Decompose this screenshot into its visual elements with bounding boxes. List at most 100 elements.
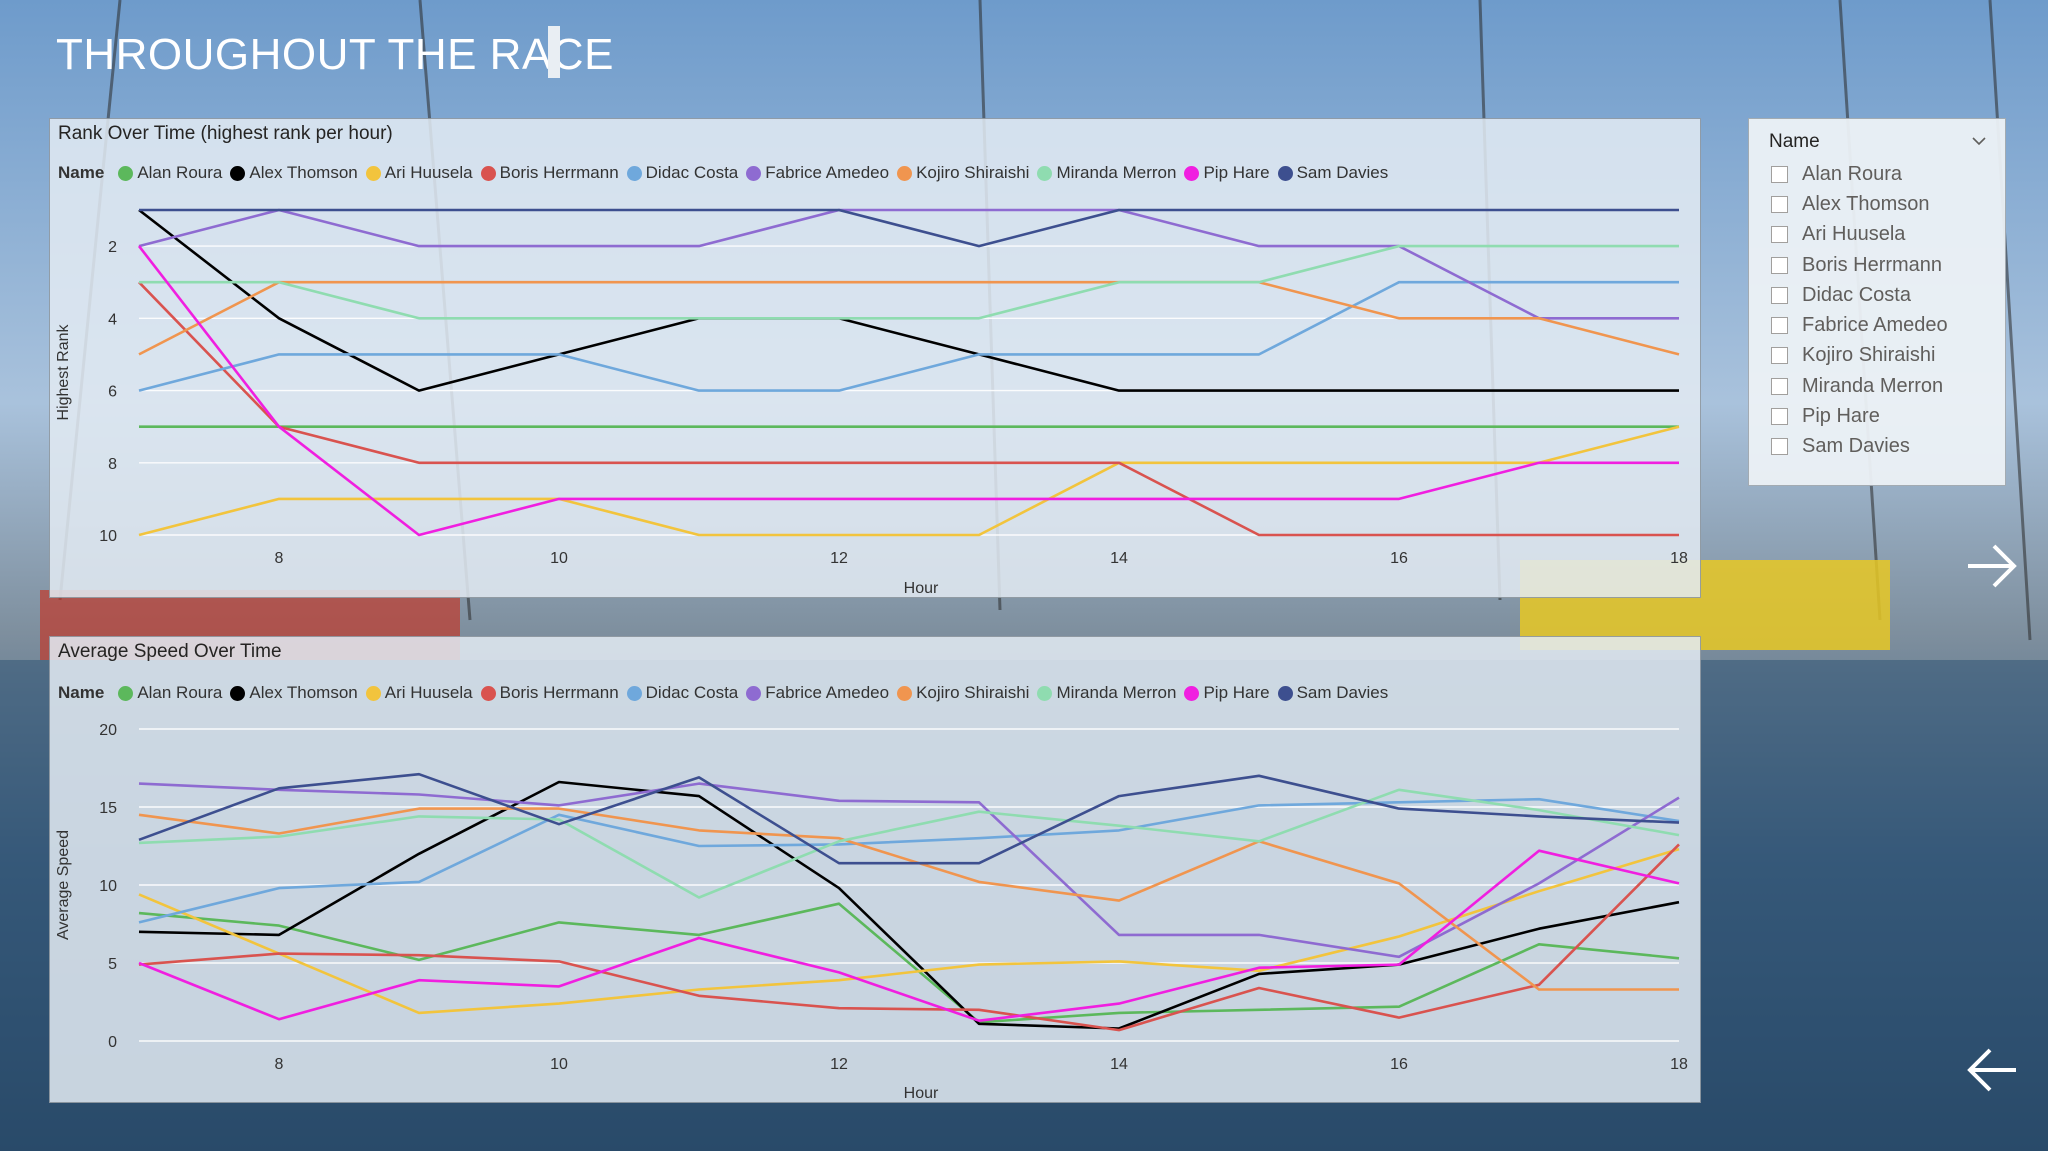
legend-item[interactable]: Fabrice Amedeo: [746, 683, 889, 703]
slicer-checkbox[interactable]: [1771, 347, 1788, 365]
rank-line-chart: 2 4 6 8 10 8 10 12 14 16 18 Hour Highest Rank: [55, 208, 1688, 597]
y-tick-label: 4: [108, 311, 117, 328]
slicer-item[interactable]: Alex Thomson: [1771, 189, 1948, 219]
y-tick-label: 2: [108, 239, 117, 256]
legend-marker: [365, 165, 381, 181]
x-tick-label: 8: [275, 550, 284, 567]
legend-item[interactable]: Kojiro Shiraishi: [897, 163, 1029, 183]
series-line-ari-huusela[interactable]: [138, 425, 1680, 537]
series-line-kojiro-shiraishi[interactable]: [138, 280, 1680, 356]
series-line-miranda-merron[interactable]: [138, 788, 1680, 899]
legend-item[interactable]: Miranda Merron: [1037, 163, 1176, 183]
slicer-item-label: Alan Roura: [1802, 162, 1903, 185]
series-line-fabrice-amedeo[interactable]: [138, 782, 1680, 959]
legend-text: Fabrice Amedeo: [765, 163, 890, 182]
x-tick-label: 12: [830, 1056, 848, 1073]
chevron-down-icon[interactable]: [1969, 131, 1989, 151]
series-line-ari-huusela[interactable]: [138, 847, 1680, 1015]
legend-text: Didac Costa: [645, 163, 739, 182]
slicer-item[interactable]: Fabrice Amedeo: [1771, 310, 1948, 340]
slicer-item[interactable]: Boris Herrmann: [1771, 250, 1948, 280]
arrow-right-icon[interactable]: [1962, 536, 2022, 596]
y-tick-label: 10: [99, 528, 117, 545]
series-line-kojiro-shiraishi[interactable]: [138, 807, 1679, 991]
y-tick-label: 0: [108, 1034, 117, 1051]
slicer-item-label: Ari Huusela: [1802, 223, 1906, 246]
legend-marker: [230, 685, 246, 701]
slicer-checkbox[interactable]: [1771, 377, 1788, 395]
slicer-item-label: Sam Davies: [1802, 435, 1910, 458]
slicer-item[interactable]: Pip Hare: [1771, 401, 1948, 431]
rank-chart-panel[interactable]: Rank Over Time (highest rank per hour) N…: [49, 118, 1701, 598]
legend-label: Name: [58, 683, 105, 702]
legend-item[interactable]: Fabrice Amedeo: [746, 163, 889, 183]
slicer-item[interactable]: Ari Huusela: [1771, 220, 1948, 250]
name-slicer[interactable]: Name Alan Roura Alex Thomson Ari Huusela Bo…: [1748, 118, 2006, 486]
legend-text: Alan Roura: [137, 163, 223, 182]
series-line-sam-davies[interactable]: [138, 772, 1680, 865]
legend-marker: [1184, 165, 1200, 181]
series-line-sam-davies[interactable]: [139, 208, 1679, 248]
x-axis-label: Hour: [904, 580, 939, 597]
slicer-item[interactable]: Alan Roura: [1771, 159, 1948, 189]
arrow-left-icon[interactable]: [1962, 1040, 2022, 1100]
legend-item[interactable]: Ari Huusela: [365, 163, 473, 183]
series-line-didac-costa[interactable]: [138, 280, 1679, 392]
speed-chart-panel[interactable]: Average Speed Over Time Name Alan Roura A…: [49, 636, 1701, 1103]
slicer-item[interactable]: Kojiro Shiraishi: [1771, 341, 1948, 371]
slicer-checkbox[interactable]: [1771, 408, 1788, 426]
slicer-item[interactable]: Sam Davies: [1771, 432, 1948, 462]
series-line-miranda-merron[interactable]: [139, 244, 1679, 320]
legend-item[interactable]: Sam Davies: [1277, 683, 1388, 703]
slicer-checkbox[interactable]: [1771, 226, 1788, 244]
slicer-item[interactable]: Miranda Merron: [1771, 371, 1948, 401]
series-line-alex-thomson[interactable]: [138, 208, 1679, 392]
legend-text: Miranda Merron: [1056, 163, 1177, 182]
legend-item[interactable]: Alan Roura: [118, 683, 222, 703]
legend-item[interactable]: Kojiro Shiraishi: [897, 683, 1029, 703]
slicer-checkbox[interactable]: [1771, 195, 1788, 213]
series-line-pip-hare[interactable]: [137, 245, 1679, 537]
legend-text: Boris Herrmann: [499, 683, 619, 702]
legend-item[interactable]: Alex Thomson: [230, 163, 358, 183]
legend-marker: [1277, 165, 1293, 181]
slicer-checkbox[interactable]: [1771, 317, 1788, 335]
legend-item[interactable]: Ari Huusela: [365, 683, 473, 703]
slicer-checkbox[interactable]: [1771, 286, 1788, 304]
slicer-checkbox[interactable]: [1771, 256, 1788, 274]
legend-item[interactable]: Sam Davies: [1277, 163, 1388, 183]
page-title: THROUGHOUT THE RACE: [56, 30, 614, 79]
legend-marker: [1184, 685, 1200, 701]
slicer-checkbox[interactable]: [1771, 438, 1788, 456]
series-line-fabrice-amedeo[interactable]: [138, 208, 1679, 320]
legend-text: Ari Huusela: [384, 163, 473, 182]
slicer-item[interactable]: Didac Costa: [1771, 280, 1948, 310]
legend-text: Boris Herrmann: [499, 163, 619, 182]
series-line-boris-herrmann[interactable]: [138, 281, 1679, 537]
legend-item[interactable]: Didac Costa: [626, 683, 738, 703]
series-line-alex-thomson[interactable]: [138, 780, 1680, 1030]
legend-marker: [746, 685, 762, 701]
legend-item[interactable]: Boris Herrmann: [480, 163, 619, 183]
legend-item[interactable]: Alan Roura: [118, 163, 222, 183]
legend-item[interactable]: Pip Hare: [1184, 683, 1270, 703]
legend-item[interactable]: Pip Hare: [1184, 163, 1270, 183]
legend-item[interactable]: Boris Herrmann: [480, 683, 619, 703]
legend-text: Kojiro Shiraishi: [916, 163, 1030, 182]
legend-marker: [1277, 685, 1293, 701]
slicer-checkbox[interactable]: [1771, 165, 1788, 183]
slicer-item-label: Pip Hare: [1802, 405, 1880, 428]
legend-item[interactable]: Miranda Merron: [1037, 683, 1176, 703]
x-tick-label: 14: [1110, 550, 1128, 567]
legend-marker: [230, 165, 246, 181]
slicer-item-label: Miranda Merron: [1802, 374, 1944, 397]
series-line-didac-costa[interactable]: [138, 797, 1680, 924]
legend-item[interactable]: Didac Costa: [626, 163, 739, 183]
x-axis-label: Hour: [904, 1085, 939, 1102]
speed-chart-legend: Name Alan Roura Alex Thomson Ari Huusela Bo…: [58, 683, 1396, 703]
series-line-pip-hare[interactable]: [138, 849, 1680, 1023]
legend-item[interactable]: Alex Thomson: [230, 683, 358, 703]
series-line-boris-herrmann[interactable]: [138, 843, 1680, 1032]
legend-text: Fabrice Amedeo: [765, 683, 890, 702]
legend-marker: [897, 165, 913, 181]
